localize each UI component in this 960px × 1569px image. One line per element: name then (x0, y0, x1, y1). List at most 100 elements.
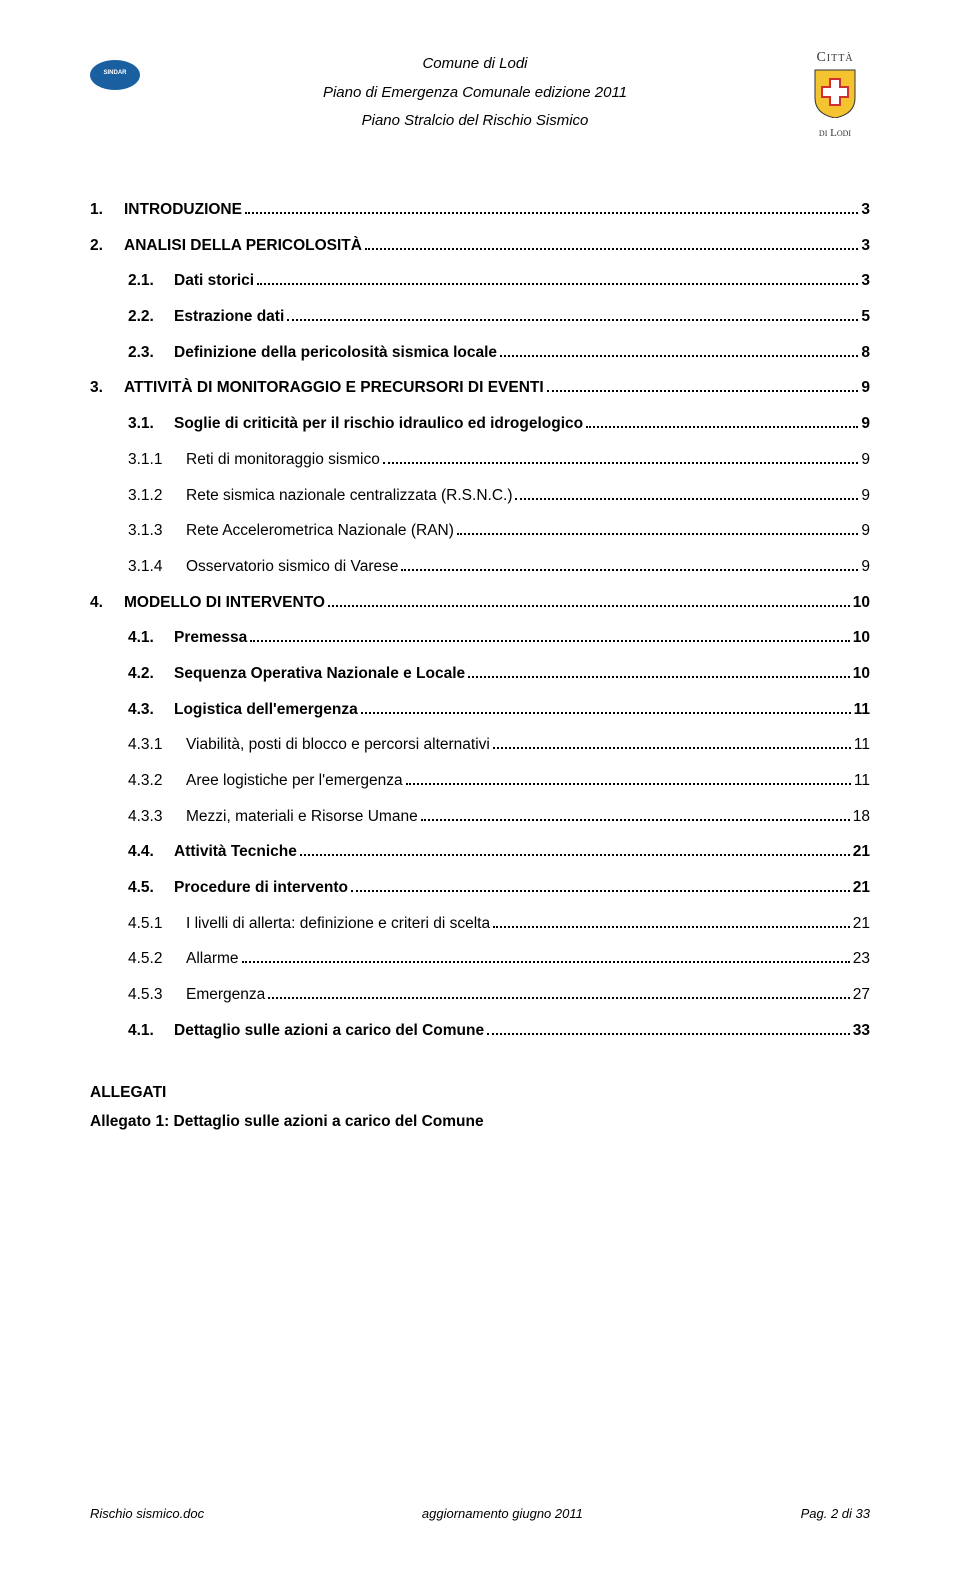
toc-leader-dots (268, 997, 849, 999)
toc-entry: 4.3.Logistica dell'emergenza11 (128, 699, 870, 721)
toc-number: 4.5.3 (128, 984, 180, 1006)
toc-number: 1. (90, 199, 118, 221)
toc-entry: 4.5.Procedure di intervento21 (128, 877, 870, 899)
toc-entry: 1.INTRODUZIONE3 (90, 199, 870, 221)
toc-leader-dots (245, 212, 858, 214)
toc-number: 3. (90, 377, 118, 399)
document-page: SINDAR Comune di Lodi Piano di Emergenza… (0, 0, 960, 1569)
toc-entry: 3.1.Soglie di criticità per il rischio i… (128, 413, 870, 435)
toc-page-number: 9 (861, 485, 870, 507)
logo-citta-di-lodi: Città di Lodi (800, 50, 870, 139)
sindar-text: SINDAR (90, 60, 140, 76)
toc-number: 4.1. (128, 627, 168, 649)
toc-number: 2.3. (128, 342, 168, 364)
toc-number: 4.5. (128, 877, 168, 899)
header-line3: Piano Stralcio del Rischio Sismico (323, 107, 627, 136)
toc-label: Sequenza Operativa Nazionale e Locale (168, 663, 465, 685)
toc-label: Osservatorio sismico di Varese (180, 556, 398, 578)
toc-entry: 3.1.2Rete sismica nazionale centralizzat… (128, 485, 870, 507)
toc-entry: 4.1.Dettaglio sulle azioni a carico del … (128, 1020, 870, 1042)
toc-entry: 3.1.3Rete Accelerometrica Nazionale (RAN… (128, 520, 870, 542)
toc-number: 4.5.1 (128, 913, 180, 935)
toc-number: 4.2. (128, 663, 168, 685)
toc-label: Dati storici (168, 270, 254, 292)
toc-page-number: 33 (853, 1020, 870, 1042)
toc-label: ANALISI DELLA PERICOLOSITÀ (118, 235, 362, 257)
toc-label: INTRODUZIONE (118, 199, 242, 221)
toc-entry: 4.5.1I livelli di allerta: definizione e… (128, 913, 870, 935)
toc-leader-dots (421, 819, 850, 821)
toc-label: Dettaglio sulle azioni a carico del Comu… (168, 1020, 484, 1042)
toc-number: 4.3.3 (128, 806, 180, 828)
toc-leader-dots (361, 712, 851, 714)
toc-leader-dots (406, 783, 851, 785)
toc-page-number: 11 (854, 734, 870, 756)
toc-entry: 2.1.Dati storici 3 (128, 270, 870, 292)
toc-entry: 3.ATTIVITÀ DI MONITORAGGIO E PRECURSORI … (90, 377, 870, 399)
toc-label: MODELLO DI INTERVENTO (118, 592, 325, 614)
toc-entry: 4.2.Sequenza Operativa Nazionale e Local… (128, 663, 870, 685)
toc-leader-dots (468, 676, 850, 678)
toc-leader-dots (586, 426, 858, 428)
toc-page-number: 9 (861, 377, 870, 399)
toc-label: Premessa (168, 627, 247, 649)
toc-leader-dots (457, 533, 858, 535)
toc-number: 4. (90, 592, 118, 614)
logo-sindar: SINDAR (90, 60, 150, 100)
crest-top-text: Città (800, 50, 870, 66)
toc-number: 2.2. (128, 306, 168, 328)
allegati-item-1: Allegato 1: Dettaglio sulle azioni a car… (90, 1107, 870, 1136)
toc-leader-dots (515, 498, 858, 500)
toc-label: Estrazione dati (168, 306, 284, 328)
toc-leader-dots (250, 640, 849, 642)
toc-page-number: 3 (861, 235, 870, 257)
toc-label: Soglie di criticità per il rischio idrau… (168, 413, 583, 435)
toc-leader-dots (383, 462, 859, 464)
toc-number: 4.3.1 (128, 734, 180, 756)
toc-page-number: 23 (853, 948, 870, 970)
toc-number: 2.1. (128, 270, 168, 292)
toc-label: Procedure di intervento (168, 877, 348, 899)
toc-label: Attività Tecniche (168, 841, 297, 863)
toc-page-number: 9 (861, 449, 870, 471)
toc-leader-dots (300, 854, 850, 856)
toc-entry: 2.ANALISI DELLA PERICOLOSITÀ3 (90, 235, 870, 257)
footer-left: Rischio sismico.doc (90, 1506, 204, 1521)
page-footer: Rischio sismico.doc aggiornamento giugno… (90, 1506, 870, 1521)
toc-entry: 4.5.3Emergenza27 (128, 984, 870, 1006)
allegati-section: ALLEGATI Allegato 1: Dettaglio sulle azi… (90, 1078, 870, 1137)
toc-entry: 4.3.3Mezzi, materiali e Risorse Umane18 (128, 806, 870, 828)
toc-entry: 4.MODELLO DI INTERVENTO10 (90, 592, 870, 614)
toc-entry: 3.1.1Reti di monitoraggio sismico9 (128, 449, 870, 471)
toc-leader-dots (287, 319, 858, 321)
toc-page-number: 10 (853, 627, 870, 649)
toc-label: Viabilità, posti di blocco e percorsi al… (180, 734, 490, 756)
toc-label: Allarme (180, 948, 239, 970)
header-line2: Piano di Emergenza Comunale edizione 201… (323, 79, 627, 108)
sindar-ellipse-icon: SINDAR (90, 60, 140, 90)
toc-page-number: 9 (861, 520, 870, 542)
toc-page-number: 3 (861, 270, 870, 292)
toc-leader-dots (365, 248, 858, 250)
toc-leader-dots (401, 569, 858, 571)
toc-leader-dots (242, 961, 850, 963)
toc-page-number: 5 (861, 306, 870, 328)
toc-page-number: 21 (853, 913, 870, 935)
toc-entry: 2.2.Estrazione dati 5 (128, 306, 870, 328)
toc-leader-dots (351, 890, 850, 892)
toc-entry: 4.3.2Aree logistiche per l'emergenza11 (128, 770, 870, 792)
toc-number: 4.3.2 (128, 770, 180, 792)
toc-leader-dots (493, 747, 851, 749)
toc-label: Rete sismica nazionale centralizzata (R.… (180, 485, 512, 507)
toc-label: I livelli di allerta: definizione e crit… (180, 913, 490, 935)
crest-bottom-text: di Lodi (800, 127, 870, 139)
toc-page-number: 8 (861, 342, 870, 364)
table-of-contents: 1.INTRODUZIONE32.ANALISI DELLA PERICOLOS… (90, 199, 870, 1042)
toc-entry: 4.5.2Allarme23 (128, 948, 870, 970)
toc-number: 4.4. (128, 841, 168, 863)
toc-entry: 2.3.Definizione della pericolosità sismi… (128, 342, 870, 364)
allegati-title: ALLEGATI (90, 1078, 870, 1107)
toc-leader-dots (328, 605, 850, 607)
toc-label: ATTIVITÀ DI MONITORAGGIO E PRECURSORI DI… (118, 377, 544, 399)
toc-number: 3.1.1 (128, 449, 180, 471)
